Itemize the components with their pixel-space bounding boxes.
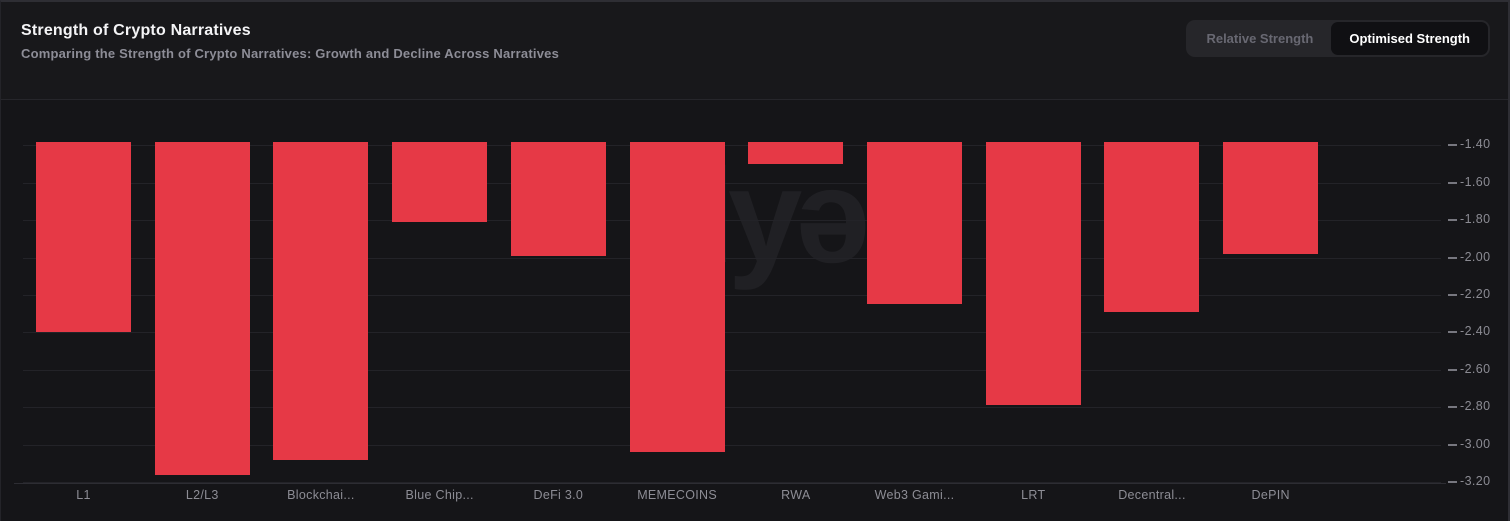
- tab-relative-strength[interactable]: Relative Strength: [1188, 22, 1331, 55]
- y-gridline: [23, 369, 1441, 371]
- y-tick-mark: [1448, 331, 1457, 334]
- x-axis-label: Blue Chip...: [405, 488, 474, 502]
- bar-rwa[interactable]: [748, 141, 844, 164]
- bar-chart: dyər -1.40 -1.60 -1.80 -2.00 -2.20 -2.40 -2.60…: [1, 100, 1508, 521]
- tab-optimised-strength[interactable]: Optimised Strength: [1331, 22, 1488, 55]
- y-gridline: [23, 332, 1441, 334]
- bar-memecoins[interactable]: [629, 141, 725, 453]
- bar-l1[interactable]: [36, 141, 131, 333]
- bar-blue-chip[interactable]: [392, 141, 488, 222]
- y-tick-mark: [1448, 144, 1457, 147]
- x-axis-label: L2/L3: [185, 488, 219, 502]
- x-axis-label: DeFi 3.0: [533, 488, 584, 502]
- y-tick-label: -2.60: [1460, 361, 1491, 376]
- y-tick-mark: [1448, 181, 1457, 184]
- bar-web3-gami[interactable]: [867, 141, 963, 305]
- y-tick-mark: [1448, 481, 1457, 484]
- x-axis-label: Decentral...: [1118, 488, 1186, 502]
- y-tick-mark: [1448, 368, 1457, 371]
- y-tick-label: -3.20: [1460, 474, 1491, 489]
- y-gridline: [23, 257, 1441, 259]
- x-axis-label: RWA: [781, 488, 811, 502]
- y-tick-label: -2.00: [1460, 249, 1491, 264]
- x-axis-label: L1: [76, 488, 91, 502]
- y-gridline: [23, 220, 1441, 222]
- header-divider: [1, 99, 1508, 100]
- y-gridline: [23, 145, 1441, 147]
- y-gridline: [23, 407, 1441, 409]
- y-tick-mark: [1448, 406, 1457, 409]
- page-subtitle: Comparing the Strength of Crypto Narrati…: [21, 46, 559, 61]
- x-axis-label: LRT: [1021, 488, 1046, 502]
- y-gridline: [23, 444, 1441, 446]
- x-axis-label: Blockchai...: [287, 488, 355, 502]
- bar-blockchai[interactable]: [273, 141, 369, 460]
- x-axis-line: [14, 483, 1446, 484]
- bar-l2-l3[interactable]: [154, 141, 250, 475]
- y-gridline: [23, 294, 1441, 296]
- y-tick-mark: [1448, 293, 1457, 296]
- bar-decentral[interactable]: [1104, 141, 1200, 312]
- y-tick-label: -2.20: [1460, 286, 1491, 301]
- y-tick-mark: [1448, 443, 1457, 446]
- y-gridline: [23, 182, 1441, 184]
- y-tick-label: -2.40: [1460, 324, 1491, 339]
- strength-mode-toggle: Relative Strength Optimised Strength: [1186, 20, 1490, 57]
- x-axis-label: DePIN: [1251, 488, 1290, 502]
- card-header: Strength of Crypto Narratives Comparing …: [1, 2, 1508, 99]
- y-tick-label: -1.80: [1460, 212, 1491, 227]
- y-tick-label: -3.00: [1460, 436, 1491, 451]
- y-tick-label: -1.40: [1460, 137, 1491, 152]
- y-gridline: [23, 482, 1441, 484]
- y-tick-label: -1.60: [1460, 174, 1491, 189]
- y-tick-mark: [1448, 219, 1457, 222]
- y-tick-label: -2.80: [1460, 399, 1491, 414]
- page-title: Strength of Crypto Narratives: [21, 22, 251, 39]
- x-axis-label: MEMECOINS: [637, 488, 717, 502]
- y-tick-mark: [1448, 256, 1457, 259]
- x-axis-label: Web3 Gami...: [874, 488, 955, 502]
- bar-lrt[interactable]: [985, 141, 1081, 406]
- bar-defi-3-0[interactable]: [510, 141, 606, 256]
- bar-depin[interactable]: [1223, 141, 1319, 254]
